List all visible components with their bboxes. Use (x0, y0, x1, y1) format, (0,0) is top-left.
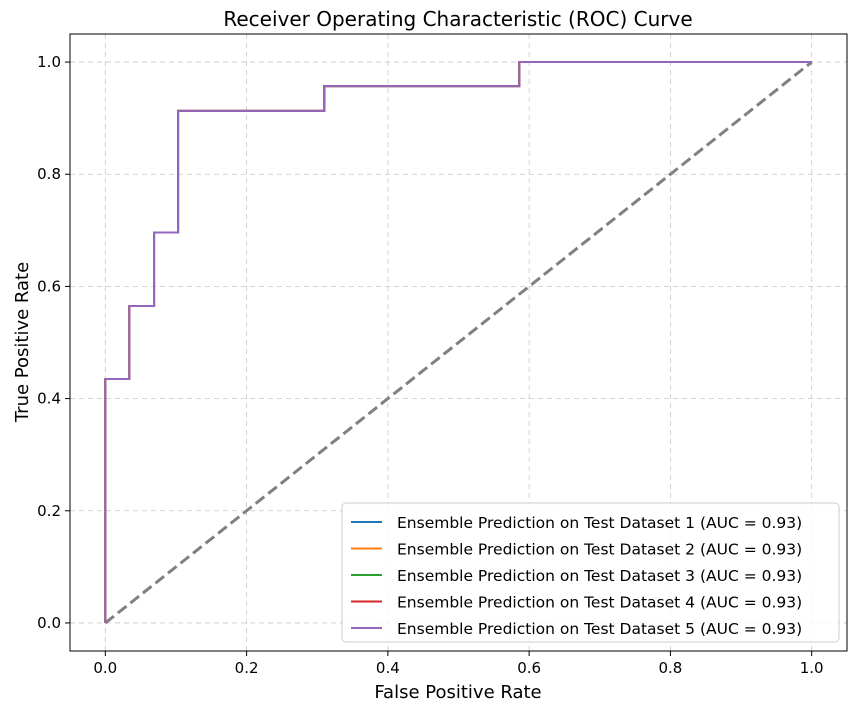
y-tick-label: 0.8 (37, 165, 61, 183)
legend-label-dataset-5: Ensemble Prediction on Test Dataset 5 (A… (397, 620, 802, 638)
reference-diagonal-line (104, 60, 813, 625)
x-tick-label: 0.4 (376, 659, 400, 677)
y-tick-label: 1.0 (37, 53, 61, 71)
legend-label-dataset-1: Ensemble Prediction on Test Dataset 1 (A… (397, 514, 802, 532)
legend-label-dataset-4: Ensemble Prediction on Test Dataset 4 (A… (397, 594, 802, 612)
legend: Ensemble Prediction on Test Dataset 1 (A… (341, 502, 840, 643)
y-axis-title: True Positive Rate (12, 262, 33, 423)
chart-title: Receiver Operating Characteristic (ROC) … (223, 7, 692, 31)
x-tick-label: 1.0 (800, 659, 824, 677)
legend-label-dataset-3: Ensemble Prediction on Test Dataset 3 (A… (397, 567, 802, 585)
y-tick-label: 0.4 (37, 390, 61, 408)
plot-frame (69, 33, 848, 652)
x-tick-label: 0.6 (517, 659, 541, 677)
plot-series (104, 60, 813, 625)
x-tick-label: 0.8 (658, 659, 682, 677)
legend-box (341, 502, 840, 643)
y-tick-label: 0.2 (37, 502, 61, 520)
x-tick-label: 0.0 (93, 659, 117, 677)
legend-label-dataset-2: Ensemble Prediction on Test Dataset 2 (A… (397, 541, 802, 559)
roc-curve-dataset-5 (104, 61, 812, 623)
axis-ticks: 0.0 0.2 0.4 0.6 0.8 1.0 0.0 0.2 0.4 0.6 0.8 1.0 (37, 53, 823, 677)
x-axis-title: False Positive Rate (374, 682, 541, 703)
y-tick-label: 0.0 (37, 614, 61, 632)
x-tick-label: 0.2 (235, 659, 259, 677)
y-tick-label: 0.6 (37, 277, 61, 295)
